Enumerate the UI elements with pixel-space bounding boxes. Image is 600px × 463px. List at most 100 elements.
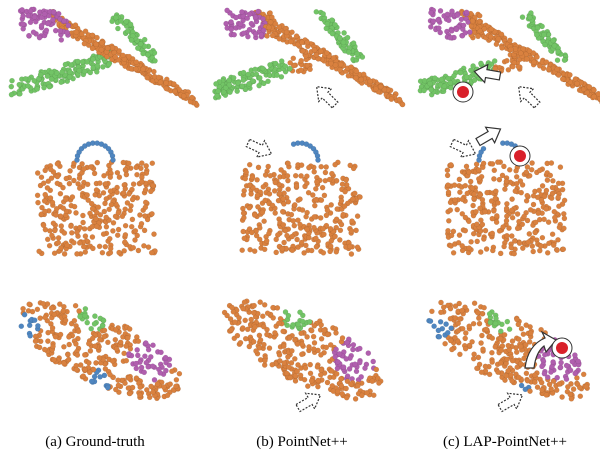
point bbox=[121, 190, 126, 195]
point bbox=[493, 196, 498, 201]
point bbox=[251, 310, 256, 315]
point bbox=[131, 245, 136, 250]
point bbox=[241, 31, 246, 36]
point bbox=[243, 176, 248, 181]
point bbox=[530, 244, 535, 249]
point bbox=[502, 187, 507, 192]
point bbox=[274, 237, 279, 242]
point bbox=[438, 300, 443, 305]
point bbox=[476, 316, 481, 321]
point bbox=[311, 334, 316, 339]
point bbox=[138, 385, 143, 390]
point bbox=[49, 70, 54, 75]
point bbox=[94, 187, 99, 192]
point bbox=[61, 361, 66, 366]
point bbox=[311, 225, 316, 230]
point bbox=[428, 319, 433, 324]
point bbox=[101, 318, 106, 323]
point bbox=[558, 365, 563, 370]
point bbox=[510, 358, 515, 363]
point bbox=[549, 386, 554, 391]
point bbox=[78, 362, 83, 367]
point bbox=[457, 233, 462, 238]
car bbox=[19, 300, 182, 401]
dashed-arrow bbox=[244, 135, 275, 162]
point bbox=[128, 208, 133, 213]
dashed-arrow bbox=[512, 80, 543, 111]
point bbox=[66, 23, 71, 28]
point bbox=[74, 30, 79, 35]
point bbox=[256, 9, 261, 14]
point bbox=[502, 244, 507, 249]
point bbox=[270, 33, 275, 38]
point bbox=[500, 173, 505, 178]
point bbox=[68, 168, 73, 173]
point bbox=[266, 231, 271, 236]
point bbox=[96, 205, 101, 210]
point bbox=[442, 84, 447, 89]
point bbox=[30, 309, 35, 314]
point bbox=[487, 311, 492, 316]
point bbox=[520, 15, 525, 20]
point bbox=[309, 248, 314, 253]
point bbox=[312, 323, 317, 328]
point bbox=[136, 248, 141, 253]
point bbox=[59, 37, 64, 42]
point bbox=[514, 174, 519, 179]
point bbox=[245, 327, 250, 332]
point bbox=[294, 183, 299, 188]
point bbox=[68, 62, 73, 67]
point bbox=[509, 208, 514, 213]
point bbox=[65, 243, 70, 248]
point bbox=[312, 214, 317, 219]
point bbox=[349, 65, 354, 70]
point bbox=[281, 196, 286, 201]
point bbox=[290, 322, 295, 327]
point bbox=[319, 336, 324, 341]
point bbox=[274, 73, 279, 78]
point bbox=[339, 198, 344, 203]
point bbox=[80, 59, 85, 64]
point bbox=[35, 193, 40, 198]
point bbox=[142, 37, 147, 42]
point bbox=[290, 234, 295, 239]
point bbox=[448, 316, 453, 321]
point bbox=[542, 42, 547, 47]
point bbox=[92, 314, 97, 319]
point bbox=[348, 163, 353, 168]
point bbox=[499, 32, 504, 37]
point bbox=[90, 46, 95, 51]
point bbox=[333, 162, 338, 167]
point bbox=[306, 344, 311, 349]
point bbox=[58, 214, 63, 219]
point bbox=[61, 206, 66, 211]
point bbox=[321, 226, 326, 231]
point bbox=[321, 11, 326, 16]
point bbox=[141, 243, 146, 248]
point bbox=[584, 384, 589, 389]
point bbox=[110, 358, 115, 363]
point bbox=[340, 182, 345, 187]
point bbox=[43, 227, 48, 232]
point bbox=[142, 213, 147, 218]
point bbox=[213, 81, 218, 86]
point bbox=[362, 366, 367, 371]
point bbox=[85, 182, 90, 187]
point bbox=[473, 209, 478, 214]
point bbox=[75, 59, 80, 64]
point bbox=[150, 161, 155, 166]
point bbox=[168, 382, 173, 387]
point bbox=[429, 87, 434, 92]
point bbox=[505, 357, 510, 362]
point bbox=[565, 384, 570, 389]
point bbox=[561, 211, 566, 216]
point bbox=[514, 181, 519, 186]
point bbox=[552, 209, 557, 214]
point bbox=[86, 360, 91, 365]
point bbox=[115, 26, 120, 31]
point bbox=[523, 387, 528, 392]
point bbox=[50, 17, 55, 22]
car bbox=[222, 299, 383, 402]
point bbox=[86, 341, 91, 346]
point bbox=[135, 233, 140, 238]
